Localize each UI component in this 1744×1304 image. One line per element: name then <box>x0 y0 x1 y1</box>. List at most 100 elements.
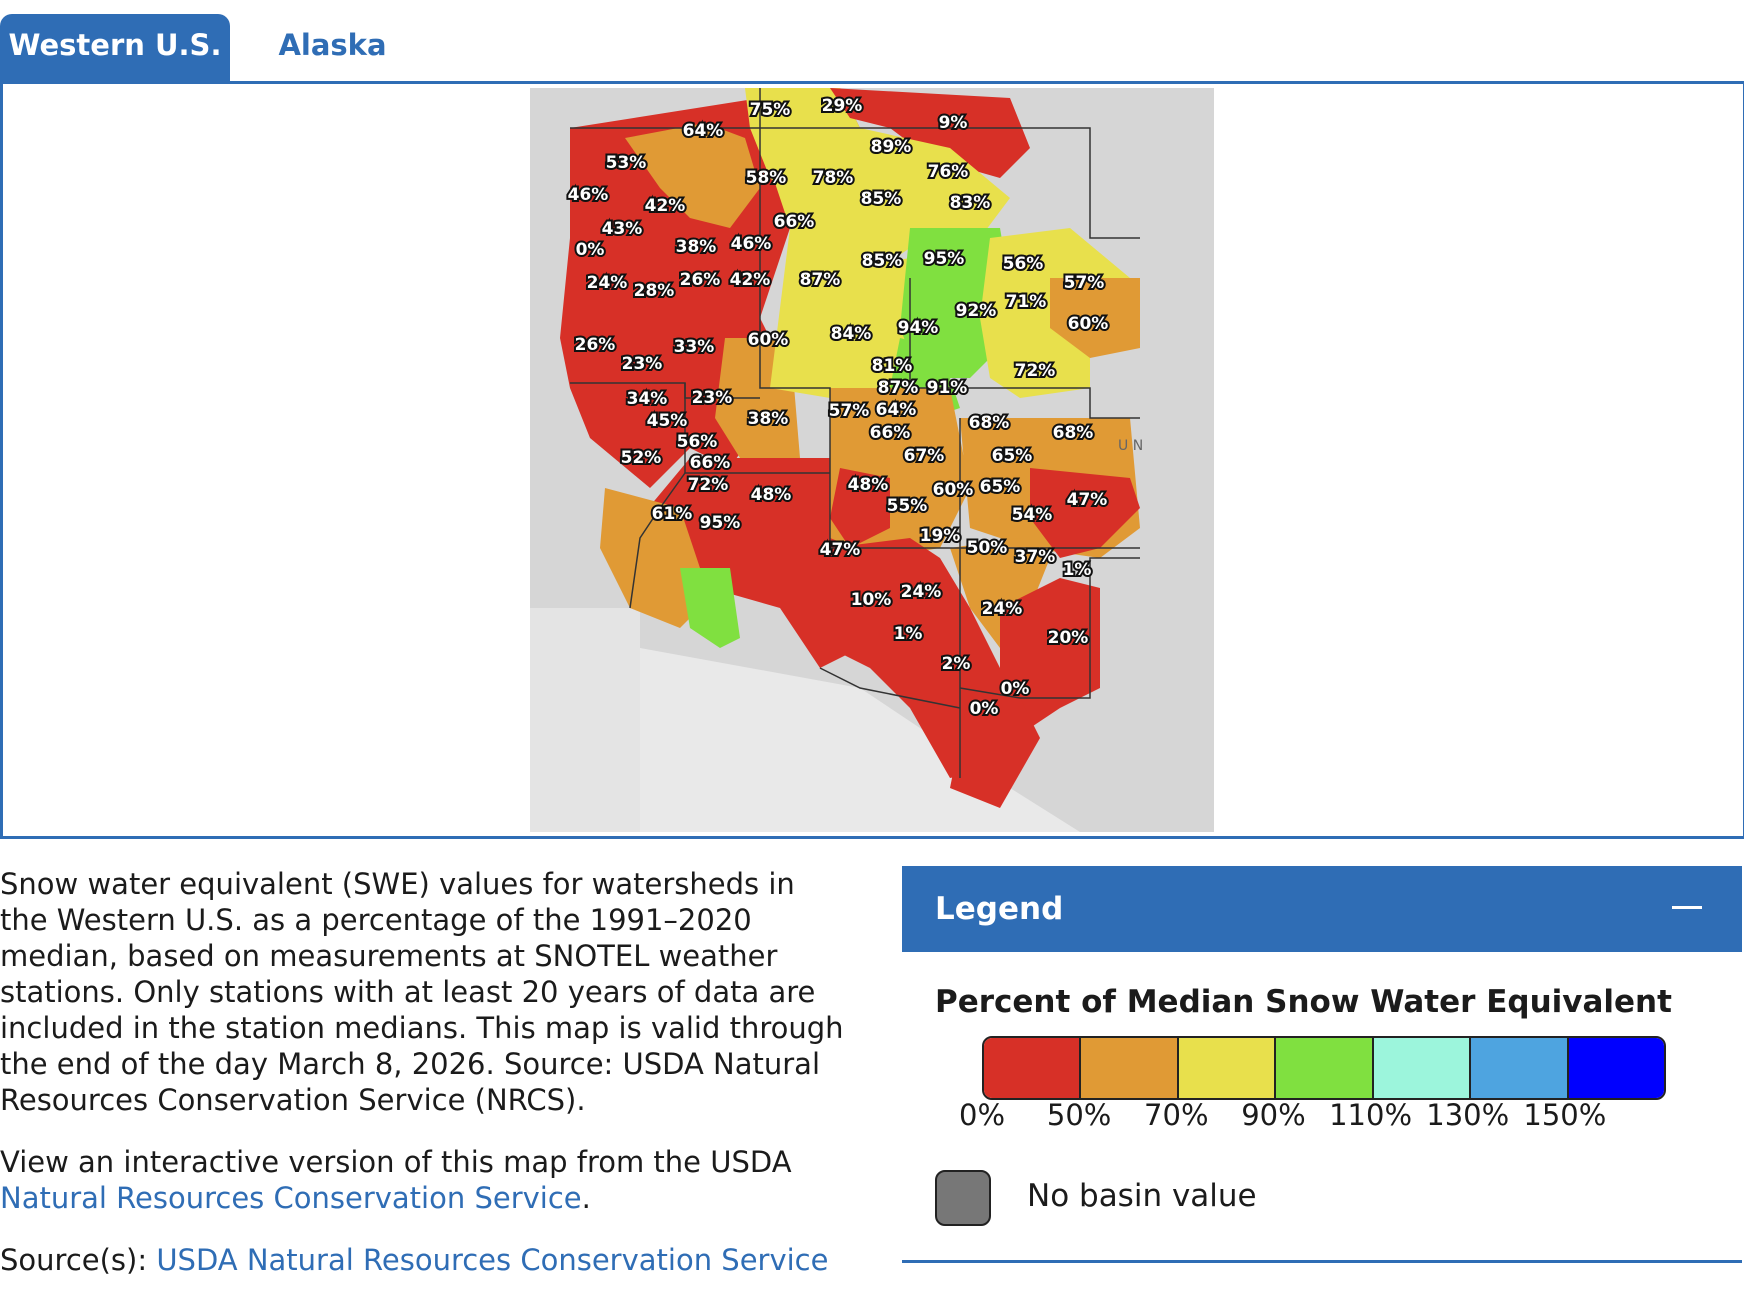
color-scale <box>982 1036 1666 1100</box>
basin-percent-label: 68% <box>1053 423 1094 443</box>
scale-tick-label: 0% <box>958 1098 1006 1132</box>
scale-swatch <box>1373 1038 1472 1098</box>
scale-ticks: 0% 50% 70% 90% 110% 130% 150% <box>902 1098 1742 1138</box>
scale-swatch <box>1471 1038 1569 1098</box>
basin-percent-label: 47% <box>820 540 861 560</box>
scale-tick-label: 70% <box>1144 1098 1209 1132</box>
no-basin-swatch <box>935 1170 991 1226</box>
basin-labels: 75% 29% 64% 9% 89% 53% 58% 78% 76% 46% 42% 85% 83% 43… <box>566 94 1144 721</box>
basin-percent-label: 20% <box>1048 628 1089 648</box>
sources-link[interactable]: USDA Natural Resources Conservation Serv… <box>156 1243 829 1277</box>
scale-swatch <box>984 1038 1082 1098</box>
basin-percent-label: 47% <box>1067 490 1108 510</box>
basin-percent-label: 1% <box>1063 560 1092 580</box>
basin-percent-label: 87% <box>878 378 919 398</box>
basin-percent-label: 91% <box>927 378 968 398</box>
scale-swatch <box>1081 1038 1179 1098</box>
basin-percent-label: 45% <box>647 411 688 431</box>
basin-percent-label: 48% <box>848 475 889 495</box>
basin-percent-label: 65% <box>980 477 1021 497</box>
scale-tick-label: 90% <box>1241 1098 1306 1132</box>
basin-percent-label: 2% <box>942 654 971 674</box>
scale-tick-label: 50% <box>1046 1098 1112 1132</box>
basin-percent-label: 72% <box>688 475 729 495</box>
basin-percent-label: 29% <box>822 96 863 116</box>
basin-percent-label: 38% <box>748 409 789 429</box>
basin-percent-label: 55% <box>887 496 928 516</box>
basin-percent-label: 54% <box>1012 505 1053 525</box>
basin-percent-label: 24% <box>982 599 1023 619</box>
basin-percent-label: 9% <box>939 113 968 133</box>
basin-percent-label: 23% <box>622 354 663 374</box>
basin-percent-label: 56% <box>677 432 718 452</box>
basin-percent-label: 60% <box>748 330 789 350</box>
basin-percent-label: 66% <box>870 423 911 443</box>
basin-percent-label: 89% <box>871 137 912 157</box>
map-partial-text: U N <box>1118 438 1143 454</box>
basin-percent-label: 66% <box>774 212 815 232</box>
basin-percent-label: 0% <box>970 699 999 719</box>
basin-percent-label: 37% <box>1015 547 1056 567</box>
legend-header-label: Legend <box>935 891 1064 927</box>
scale-swatch <box>1276 1038 1374 1098</box>
collapse-icon[interactable] <box>1672 906 1702 909</box>
legend-divider <box>902 1260 1742 1263</box>
sources-paragraph: Source(s): USDA Natural Resources Conser… <box>0 1242 845 1278</box>
tab-alaska[interactable]: Alaska <box>278 28 387 62</box>
description-paragraph: Snow water equivalent (SWE) values for w… <box>0 867 844 1117</box>
no-basin-label: No basin value <box>1027 1178 1257 1214</box>
basin-percent-label: 46% <box>568 185 609 205</box>
legend-title: Percent of Median Snow Water Equivalent <box>935 984 1672 1020</box>
basin-percent-label: 42% <box>645 196 686 216</box>
basin-percent-label: 61% <box>652 504 693 524</box>
basin-percent-label: 67% <box>904 446 945 466</box>
basin-percent-label: 38% <box>676 237 717 257</box>
scale-tick-label: 110% <box>1329 1098 1413 1132</box>
basin-percent-label: 23% <box>692 388 733 408</box>
tab-bar: Western U.S. Alaska <box>0 14 1744 81</box>
basin-percent-label: 84% <box>831 324 872 344</box>
interactive-suffix: . <box>581 1181 591 1215</box>
basin-percent-label: 34% <box>627 389 668 409</box>
basin-percent-label: 83% <box>950 193 991 213</box>
basin-percent-label: 0% <box>576 240 605 260</box>
tab-western-us[interactable]: Western U.S. <box>0 14 230 81</box>
nrcs-link[interactable]: Natural Resources Conservation Service <box>0 1181 582 1215</box>
scale-swatch <box>1178 1038 1277 1098</box>
scale-tick-label: 130% <box>1426 1098 1510 1132</box>
basin-percent-label: 26% <box>575 335 616 355</box>
map-description: Snow water equivalent (SWE) values for w… <box>0 866 845 1304</box>
basin-percent-label: 92% <box>956 301 997 321</box>
swe-map: 75% 29% 64% 9% 89% 53% 58% 78% 76% 46% 42% 85% 83% 43… <box>530 88 1214 832</box>
basin-percent-label: 64% <box>683 121 724 141</box>
basin-percent-label: 43% <box>602 219 643 239</box>
legend-header[interactable]: Legend <box>902 866 1742 952</box>
basin-percent-label: 78% <box>813 168 854 188</box>
basin-percent-label: 1% <box>894 624 923 644</box>
basin-percent-label: 48% <box>751 485 792 505</box>
interactive-prefix: View an interactive version of this map … <box>0 1145 792 1179</box>
interactive-paragraph: View an interactive version of this map … <box>0 1144 845 1216</box>
basin-percent-label: 42% <box>730 270 771 290</box>
basin-percent-label: 53% <box>606 153 647 173</box>
basin-percent-label: 57% <box>1064 273 1105 293</box>
basin-percent-label: 60% <box>933 480 974 500</box>
basin-percent-label: 46% <box>731 234 772 254</box>
basin-percent-label: 19% <box>920 526 961 546</box>
basin-percent-label: 85% <box>861 189 902 209</box>
basin-percent-label: 75% <box>750 100 791 120</box>
legend-panel: Legend Percent of Median Snow Water Equi… <box>902 866 1742 1264</box>
basin-percent-label: 68% <box>969 413 1010 433</box>
basin-percent-label: 24% <box>901 582 942 602</box>
basin-percent-label: 24% <box>587 273 628 293</box>
basin-percent-label: 28% <box>634 281 675 301</box>
basin-percent-label: 95% <box>700 513 741 533</box>
basin-percent-label: 95% <box>924 249 965 269</box>
basin-percent-label: 87% <box>800 270 841 290</box>
scale-tick-label: 150% <box>1523 1098 1607 1132</box>
basin-percent-label: 71% <box>1006 292 1047 312</box>
basin-percent-label: 60% <box>1068 314 1109 334</box>
basin-percent-label: 94% <box>898 318 939 338</box>
basin-percent-label: 64% <box>876 400 917 420</box>
basin-percent-label: 81% <box>872 356 913 376</box>
